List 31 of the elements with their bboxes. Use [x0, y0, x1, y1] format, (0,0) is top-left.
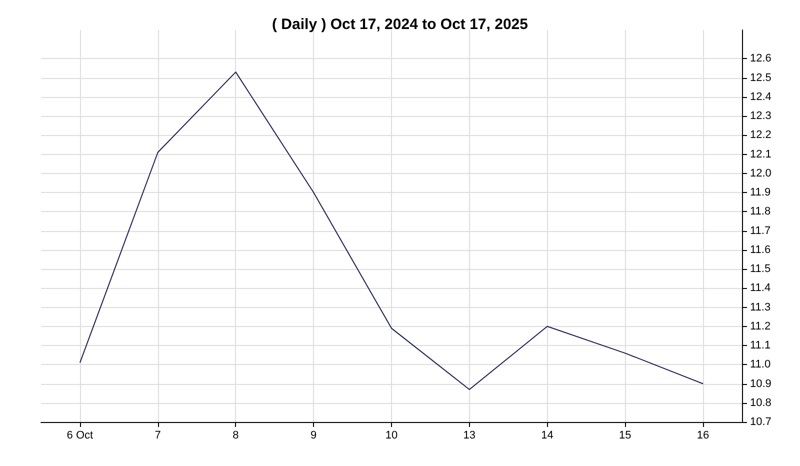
y-tick-label: 11.4 — [750, 282, 771, 294]
y-tick-label: 10.9 — [750, 378, 772, 390]
x-tick-label: 8 — [232, 430, 239, 442]
y-tick-label: 12.2 — [750, 129, 772, 142]
x-tick-label: 15 — [619, 430, 632, 442]
y-tick-label: 11.1 — [750, 340, 771, 352]
y-tick-label: 12.0 — [750, 167, 772, 180]
chart-title: ( Daily ) Oct 17, 2024 to Oct 17, 2025 — [272, 16, 528, 33]
y-tick-label: 12.1 — [750, 148, 772, 160]
y-tick-label: 11.6 — [750, 244, 771, 256]
x-tick-label: 9 — [310, 430, 317, 442]
x-tick-label: 6 Oct — [66, 430, 94, 442]
x-tick-label: 14 — [541, 430, 554, 442]
y-tick-label: 11.8 — [750, 206, 771, 218]
x-tick-label: 10 — [385, 430, 398, 442]
y-tick-label: 12.3 — [750, 110, 772, 122]
y-tick-label: 11.9 — [750, 186, 771, 199]
y-tick-label: 11.5 — [750, 263, 771, 276]
y-tick-label: 12.4 — [750, 90, 772, 103]
y-tick-label: 10.8 — [750, 396, 772, 409]
line-series — [79, 72, 704, 390]
y-tick-label: 11.2 — [750, 320, 771, 332]
x-tick-label: 7 — [154, 430, 161, 442]
y-tick-label: 12.5 — [750, 72, 772, 84]
y-tick-label: 11.0 — [750, 358, 771, 371]
y-tick-label: 12.6 — [750, 52, 772, 65]
x-tick-label: 16 — [696, 430, 710, 442]
x-tick-label: 13 — [463, 430, 476, 442]
y-tick-label: 11.3 — [750, 301, 771, 314]
y-tick-label: 11.7 — [750, 224, 771, 237]
y-tick-label: 10.7 — [750, 416, 772, 428]
